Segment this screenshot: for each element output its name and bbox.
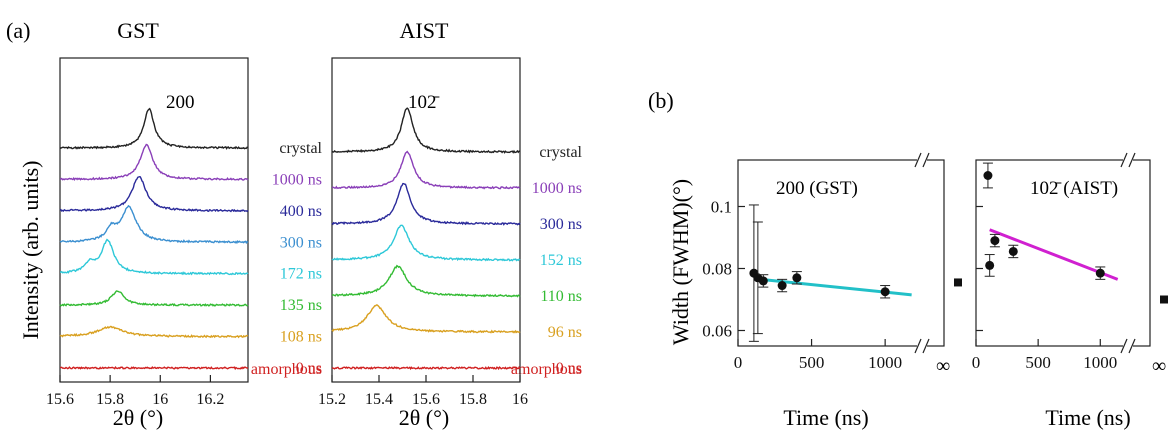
gst-width-panel: Width (FWHM)(°) Time (ns) 200 (GST) ∞ 0 5… xyxy=(668,152,962,430)
x-tick-label: 0 xyxy=(972,353,981,372)
gst-width-annotation: 200 (GST) xyxy=(776,178,858,199)
x-tick-label: 15.4 xyxy=(365,391,393,408)
axis-break-mark xyxy=(914,338,922,354)
series-label: crystal xyxy=(279,140,322,157)
spectrum-curve xyxy=(331,366,521,371)
series-label: 400 ns xyxy=(280,203,322,220)
plot-frame xyxy=(737,159,945,347)
data-point xyxy=(1095,268,1105,278)
series-label: 110 ns xyxy=(540,288,582,305)
series-label: 108 ns xyxy=(280,329,322,346)
gst-ylabel: Intensity (arb. units) xyxy=(18,160,43,339)
data-point xyxy=(880,287,890,297)
gst-infinity-label: ∞ xyxy=(936,355,950,377)
series-label: 300 ns xyxy=(540,216,582,233)
aist-width-annotation: 102̄ (AIST) xyxy=(1030,178,1118,199)
spectrum-curve xyxy=(59,325,249,339)
series-label: 300 ns xyxy=(280,234,322,251)
aist-title: AIST xyxy=(400,18,449,43)
spectrum-curve xyxy=(59,175,249,213)
x-tick-label: 15.8 xyxy=(459,391,487,408)
spectrum-curve xyxy=(60,366,249,371)
series-label: 0 ns xyxy=(296,360,322,377)
axis-break-mark xyxy=(922,152,930,168)
axis-break-gap xyxy=(917,153,927,167)
data-point xyxy=(792,273,802,283)
x-tick-label: 500 xyxy=(799,353,825,372)
x-tick-label: 1000 xyxy=(1083,353,1117,372)
panel-b-label: (b) xyxy=(648,88,674,113)
series-label: 0 ns xyxy=(556,360,582,377)
axis-break-mark xyxy=(1120,338,1128,354)
x-tick-label: 500 xyxy=(1025,353,1051,372)
spectrum-curve xyxy=(331,224,521,262)
data-point xyxy=(1008,246,1018,256)
infinity-point xyxy=(1160,295,1168,304)
data-point xyxy=(758,276,768,286)
y-tick-label: 0.08 xyxy=(702,260,732,279)
x-tick-label: 0 xyxy=(734,353,743,372)
data-point xyxy=(990,236,1000,246)
spectrum-curve xyxy=(59,290,249,307)
plot-frame xyxy=(59,57,249,383)
y-tick-label: 0.1 xyxy=(711,198,732,217)
x-tick-label: 16 xyxy=(152,391,168,408)
axis-break-mark xyxy=(1128,338,1136,354)
spectrum-curve xyxy=(331,182,521,226)
axis-break-mark xyxy=(914,152,922,168)
x-tick-label: 15.6 xyxy=(46,391,74,408)
x-tick-label: 15.8 xyxy=(96,391,124,408)
data-point xyxy=(985,260,995,270)
data-point xyxy=(983,171,993,180)
gst-title: GST xyxy=(117,18,159,43)
axis-break-gap xyxy=(917,339,927,353)
gst-amorphous-note: amorphous xyxy=(251,361,322,378)
x-tick-label: 16 xyxy=(512,391,528,408)
axis-break-mark xyxy=(1128,152,1136,168)
spectrum-curve xyxy=(331,107,521,154)
spectrum-curve xyxy=(60,238,249,276)
gst-xlabel: 2θ (°) xyxy=(113,405,164,430)
aist-xrd-panel: AIST 2θ (°) 102̄ amorphous 15.2 15.4 15.6 1… xyxy=(318,18,583,430)
series-label: 135 ns xyxy=(280,297,322,314)
spectrum-curve xyxy=(331,304,521,334)
gst-peak-label: 200 xyxy=(166,92,195,113)
gst-xrd-panel: GST Intensity (arb. units) 2θ (°) 200 am… xyxy=(18,18,323,430)
aist-time-xlabel: Time (ns) xyxy=(1045,405,1130,430)
x-tick-label: 15.2 xyxy=(318,391,346,408)
aist-infinity-label: ∞ xyxy=(1152,355,1166,377)
spectrum-curve xyxy=(59,204,249,245)
width-ylabel: Width (FWHM)(°) xyxy=(668,179,693,345)
series-label: 1000 ns xyxy=(272,171,322,188)
x-tick-label: 1000 xyxy=(868,353,902,372)
series-label: 172 ns xyxy=(280,266,322,283)
y-tick-label: 0.06 xyxy=(702,322,732,341)
spectrum-curve xyxy=(59,107,249,150)
axis-break-gap xyxy=(1123,153,1133,167)
panel-a-label: (a) xyxy=(6,18,30,43)
series-label: crystal xyxy=(539,144,582,161)
aist-width-panel: Time (ns) 102̄ (AIST) ∞ 0 500 1000 xyxy=(972,152,1168,430)
series-label: 96 ns xyxy=(548,324,582,341)
infinity-point xyxy=(954,278,962,287)
plot-frame xyxy=(975,159,1151,347)
series-label: 1000 ns xyxy=(532,180,582,197)
spectrum-curve xyxy=(331,264,521,298)
axis-break-mark xyxy=(922,338,930,354)
axis-break-gap xyxy=(1123,339,1133,353)
series-label: 152 ns xyxy=(540,252,582,269)
x-tick-label: 15.6 xyxy=(412,391,440,408)
aist-xlabel: 2θ (°) xyxy=(399,405,450,430)
gst-time-xlabel: Time (ns) xyxy=(783,405,868,430)
spectrum-curve xyxy=(59,143,249,182)
axis-break-mark xyxy=(1120,152,1128,168)
aist-peak-label: 102̄ xyxy=(408,92,440,113)
x-tick-label: 16.2 xyxy=(196,391,224,408)
spectrum-curve xyxy=(331,150,521,190)
data-point xyxy=(777,281,787,291)
aist-amorphous-note: amorphous xyxy=(511,361,582,378)
